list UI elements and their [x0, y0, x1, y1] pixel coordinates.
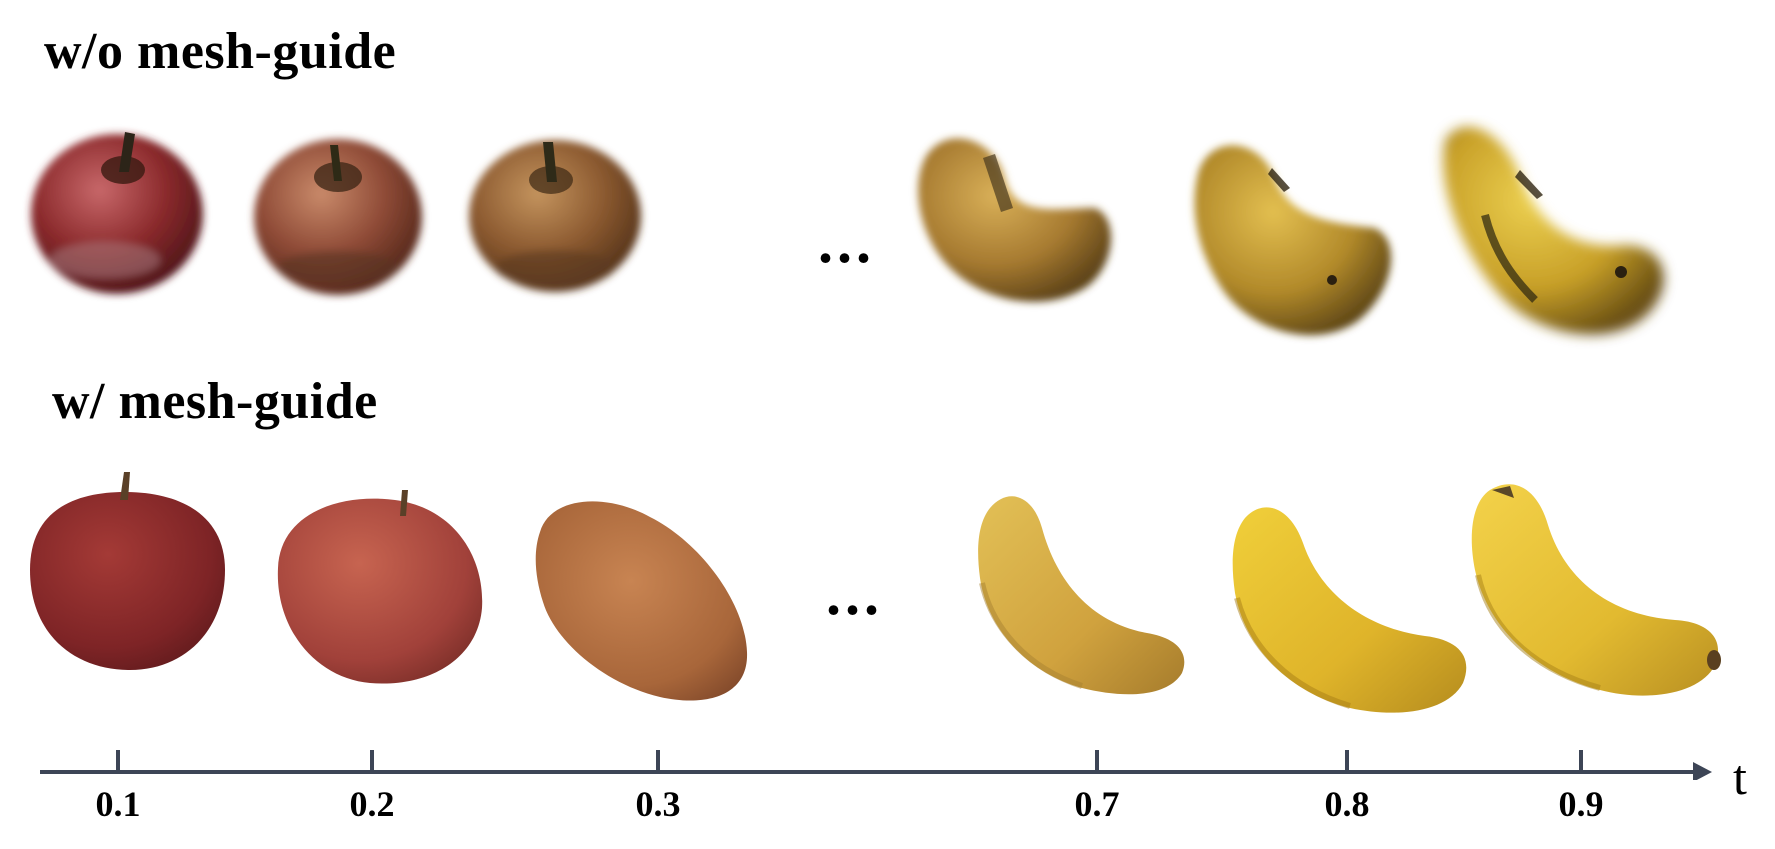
tick-label-0.3: 0.3	[635, 784, 681, 824]
tick-marks	[116, 750, 1583, 772]
fruit-bottom-0.9	[1471, 484, 1721, 696]
tick-label-0.7: 0.7	[1074, 784, 1120, 824]
timeline-axis	[40, 750, 1712, 780]
label-with-mesh-guide: w/ mesh-guide	[52, 373, 378, 430]
ellipsis-top: ...	[818, 209, 875, 275]
fruit-bottom-0.8	[1232, 507, 1467, 713]
fruit-top-0.9	[1443, 126, 1664, 335]
tick-label-0.2: 0.2	[349, 784, 395, 824]
fruit-top-0.8	[1194, 145, 1392, 336]
fruit-top-0.2	[254, 139, 422, 295]
axis-name-t: t	[1733, 749, 1747, 805]
fruit-bottom-0.7	[978, 496, 1185, 695]
axis-arrowhead	[1693, 762, 1712, 780]
tick-label-0.1: 0.1	[95, 784, 141, 824]
tick-label-0.9: 0.9	[1558, 784, 1604, 824]
label-without-mesh-guide: w/o mesh-guide	[44, 23, 397, 80]
tick-label-0.8: 0.8	[1324, 784, 1370, 824]
ellipsis-bottom: ...	[826, 561, 883, 627]
fruit-bottom-0.1	[30, 472, 225, 670]
fruit-top-0.3	[469, 140, 641, 292]
fruit-top-0.1	[31, 132, 203, 294]
fruit-top-0.7	[918, 138, 1112, 302]
fruit-bottom-0.2	[277, 490, 483, 684]
fruit-bottom-0.3	[535, 501, 748, 701]
